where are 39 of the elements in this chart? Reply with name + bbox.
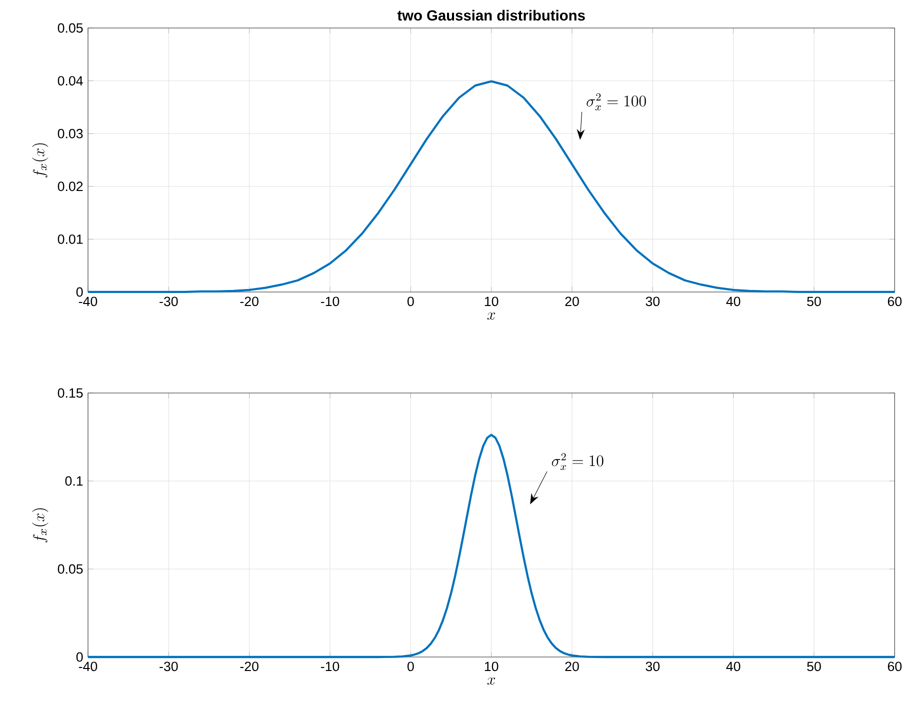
y-tick-label: 0 [76,287,83,297]
y-tick-label: 0 [76,652,83,662]
y-tick-label: 0.01 [58,234,83,244]
x-tick-label: 50 [807,296,821,306]
x-tick-label: 30 [646,662,660,672]
y-axis-title: $f_x(x)$ [32,508,48,542]
x-tick-label: -40 [78,296,98,306]
chart-title: two Gaussian distributions [397,10,585,21]
y-tick-label: 0.05 [58,564,83,574]
y-tick-label: 0.03 [58,128,83,138]
x-tick-label: -40 [78,662,98,672]
annotation: $\sigma_x^2 = 10$ [552,453,604,470]
x-tick-label: 20 [565,296,579,306]
x-tick-label: 0 [407,296,414,306]
x-tick-label: 10 [484,662,498,672]
x-tick-label: 40 [726,296,740,306]
x-tick-label: 20 [565,662,579,672]
x-tick-label: -20 [240,662,258,672]
x-tick-label: -20 [240,296,258,306]
y-tick-label: 0.15 [58,388,83,398]
y-axis-title: $f_x(x)$ [32,143,48,178]
x-tick-label: -10 [320,662,340,672]
x-tick-label: 0 [407,662,414,672]
x-axis-title: $x$ [487,677,496,685]
x-tick-label: 10 [484,296,498,306]
y-tick-label: 0.05 [58,23,83,33]
x-tick-label: 40 [726,662,740,672]
y-tick-label: 0.1 [65,476,83,486]
annotation: $\sigma_x^2 = 100$ [586,93,646,110]
x-tick-label: 30 [646,296,660,306]
x-axis-title: $x$ [487,312,496,320]
x-tick-label: -10 [320,296,340,306]
x-tick-label: 60 [888,662,902,672]
y-tick-label: 0.02 [58,182,83,192]
x-tick-label: -30 [160,662,178,672]
x-tick-label: 50 [807,662,821,672]
x-tick-label: -30 [160,296,178,306]
y-tick-label: 0.04 [58,76,83,86]
x-tick-label: 60 [888,296,902,306]
